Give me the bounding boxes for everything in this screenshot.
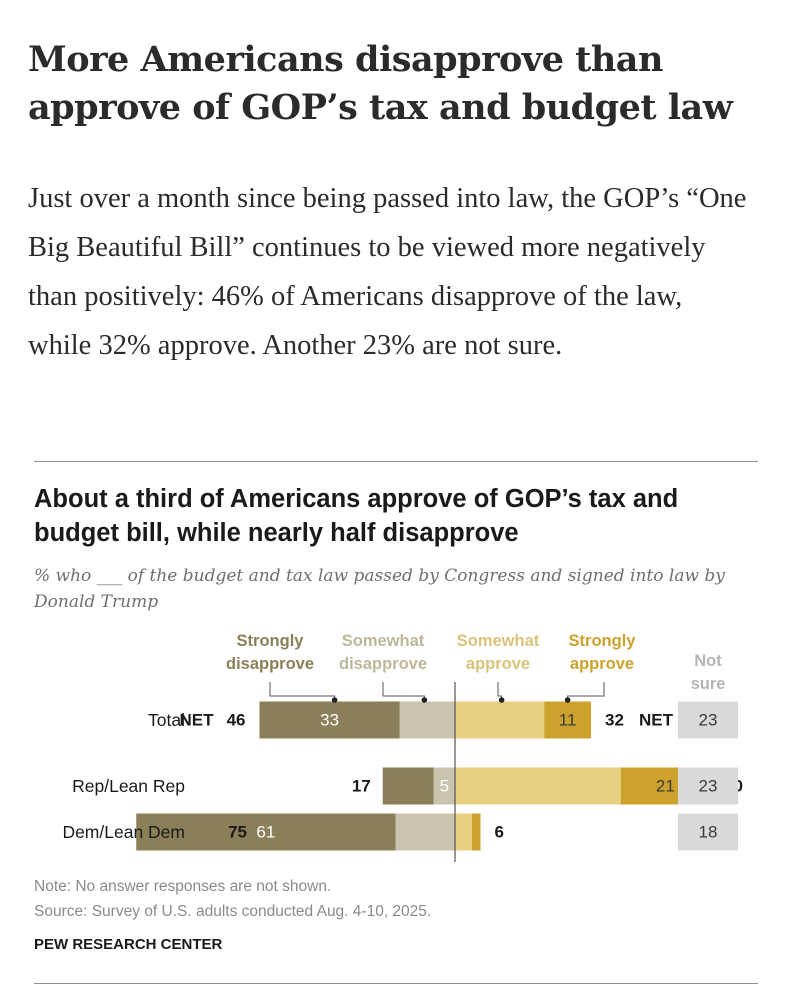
- leader-dot-0: [331, 697, 338, 703]
- chart-source: Source: Survey of U.S. adults conducted …: [34, 903, 432, 920]
- not-sure-value-0: 23: [699, 711, 718, 730]
- pew-research-center-logo: PEW RESEARCH CENTER: [34, 936, 223, 953]
- legend-3-line-0: Strongly: [569, 632, 637, 650]
- net-word-right: NET: [639, 711, 674, 730]
- value-label-row-1-series-1: 5: [440, 777, 449, 796]
- article-headline: More Americans disapprove than approve o…: [28, 39, 733, 128]
- legend-1-line-0: Somewhat: [342, 632, 425, 650]
- value-label-row-2-series-0: 61: [256, 823, 275, 842]
- not-sure-box-2: [678, 813, 738, 851]
- net-approve-0: 32: [605, 711, 624, 730]
- legend-3-line-1: approve: [570, 655, 634, 673]
- bar-row-0-series-3: [544, 701, 591, 739]
- chart-title: About a third of Americans approve of GO…: [34, 485, 679, 547]
- value-label-row-1-series-3: 21: [656, 777, 675, 796]
- legend-2-line-1: approve: [466, 655, 530, 673]
- legend-2-line-0: Somewhat: [457, 632, 540, 650]
- net-word-left: NET: [180, 711, 215, 730]
- not-sure-box-0: [678, 701, 738, 739]
- chart-note: Note: No answer responses are not shown.: [34, 878, 332, 895]
- bar-row-2-series-3: [472, 813, 481, 851]
- legend-0-line-1: disapprove: [226, 655, 314, 673]
- leader-dot-2: [498, 697, 505, 703]
- category-label-2: Dem/Lean Dem: [62, 822, 185, 842]
- category-label-0: Total: [148, 710, 185, 730]
- diverging-bar-chart: Strongly disapprove Somewhat disapprove Some…: [62, 632, 743, 862]
- bar-row-2-series-2: [455, 813, 472, 851]
- net-approve-2: 6: [495, 823, 504, 842]
- net-disapprove-2: 75: [228, 823, 247, 842]
- chart-subtitle: % who ___ of the budget and tax law pass…: [34, 566, 725, 612]
- bar-row-1-series-2: [455, 767, 621, 805]
- bottom-divider: [34, 983, 758, 984]
- net-disapprove-1: 17: [352, 777, 371, 796]
- leader-line-3: [567, 682, 605, 700]
- top-divider: [34, 461, 758, 462]
- leader-line-1: [382, 682, 425, 700]
- value-label-row-0-series-3: 11: [559, 711, 577, 730]
- not-sure-box-1: [678, 767, 738, 805]
- bar-row-2-series-0: [136, 813, 396, 851]
- legend-0-line-0: Strongly: [237, 632, 305, 650]
- bar-row-0-series-0: [259, 701, 400, 739]
- not-sure-value-2: 18: [699, 823, 718, 842]
- bar-row-1-series-0: [382, 767, 434, 805]
- bar-row-0-series-2: [455, 701, 545, 739]
- not-sure-header-line-1: sure: [691, 675, 726, 693]
- leader-dot-1: [421, 697, 428, 703]
- legend-1-line-1: disapprove: [339, 655, 427, 673]
- bar-row-1-series-1: [433, 767, 455, 805]
- value-label-row-0-series-0: 33: [320, 711, 339, 730]
- article-intro: Just over a month since being passed int…: [28, 183, 747, 361]
- bar-row-2-series-1: [395, 813, 455, 851]
- leader-dot-3: [564, 697, 571, 703]
- net-disapprove-0: 46: [227, 711, 246, 730]
- bar-row-0-series-1: [399, 701, 455, 739]
- category-label-1: Rep/Lean Rep: [72, 776, 185, 796]
- not-sure-header-line-0: Not: [694, 652, 722, 670]
- leader-line-0: [269, 682, 336, 700]
- not-sure-value-1: 23: [699, 777, 718, 796]
